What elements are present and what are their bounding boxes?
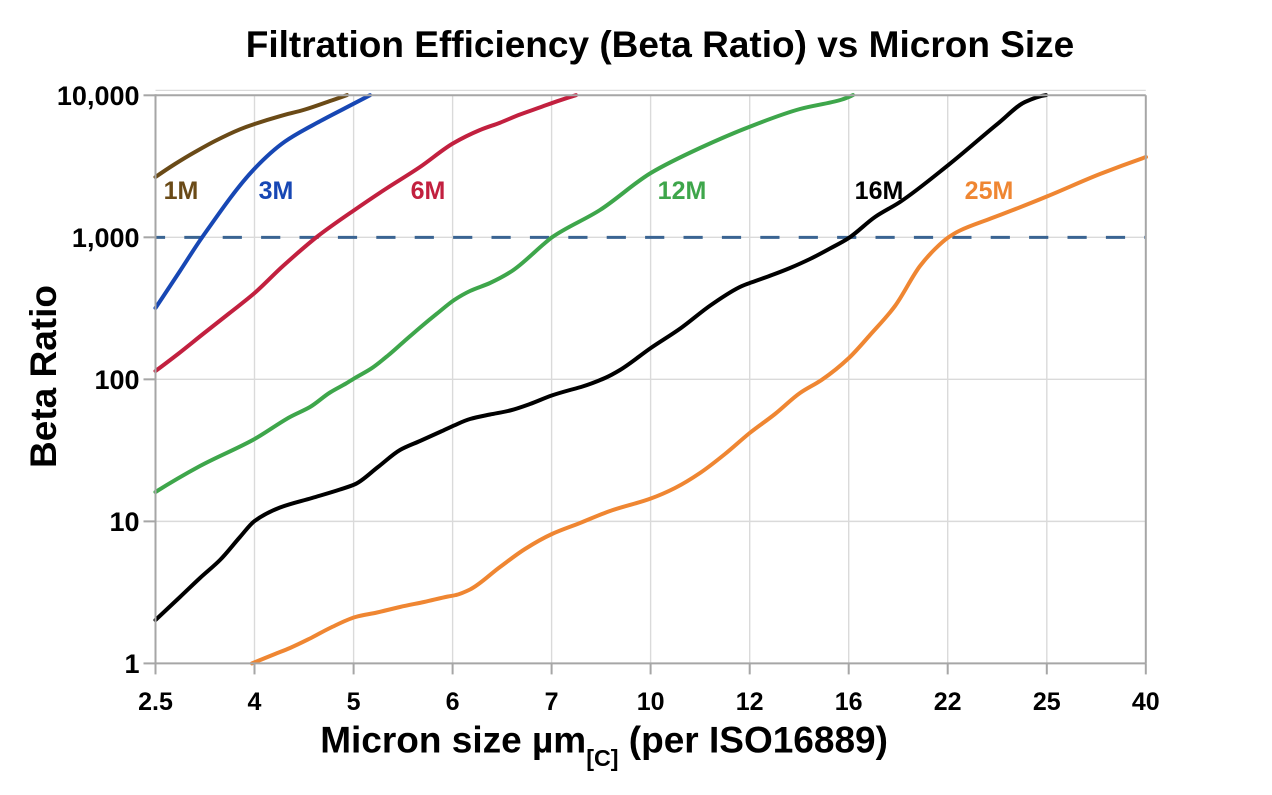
svg-text:1,000: 1,000	[72, 223, 140, 253]
svg-text:16M: 16M	[855, 177, 904, 205]
svg-text:100: 100	[94, 365, 139, 395]
svg-text:10: 10	[109, 507, 139, 537]
svg-text:12: 12	[736, 688, 764, 716]
svg-text:22: 22	[934, 688, 962, 716]
svg-text:2.5: 2.5	[138, 688, 173, 716]
svg-text:6: 6	[446, 688, 460, 716]
svg-text:40: 40	[1132, 688, 1160, 716]
svg-text:Beta Ratio: Beta Ratio	[23, 285, 64, 468]
svg-text:6M: 6M	[411, 177, 446, 205]
svg-text:25: 25	[1033, 688, 1061, 716]
svg-text:3M: 3M	[259, 177, 294, 205]
svg-text:5: 5	[347, 688, 361, 716]
svg-text:16: 16	[835, 688, 863, 716]
svg-text:10,000: 10,000	[57, 81, 140, 111]
svg-text:Filtration Efficiency (Beta Ra: Filtration Efficiency (Beta Ratio) vs Mi…	[246, 24, 1075, 65]
svg-text:10: 10	[637, 688, 665, 716]
svg-text:25M: 25M	[965, 177, 1014, 205]
svg-text:12M: 12M	[658, 177, 707, 205]
svg-text:7: 7	[545, 688, 559, 716]
svg-text:1: 1	[124, 649, 139, 679]
svg-text:1M: 1M	[164, 177, 199, 205]
svg-text:4: 4	[248, 688, 262, 716]
